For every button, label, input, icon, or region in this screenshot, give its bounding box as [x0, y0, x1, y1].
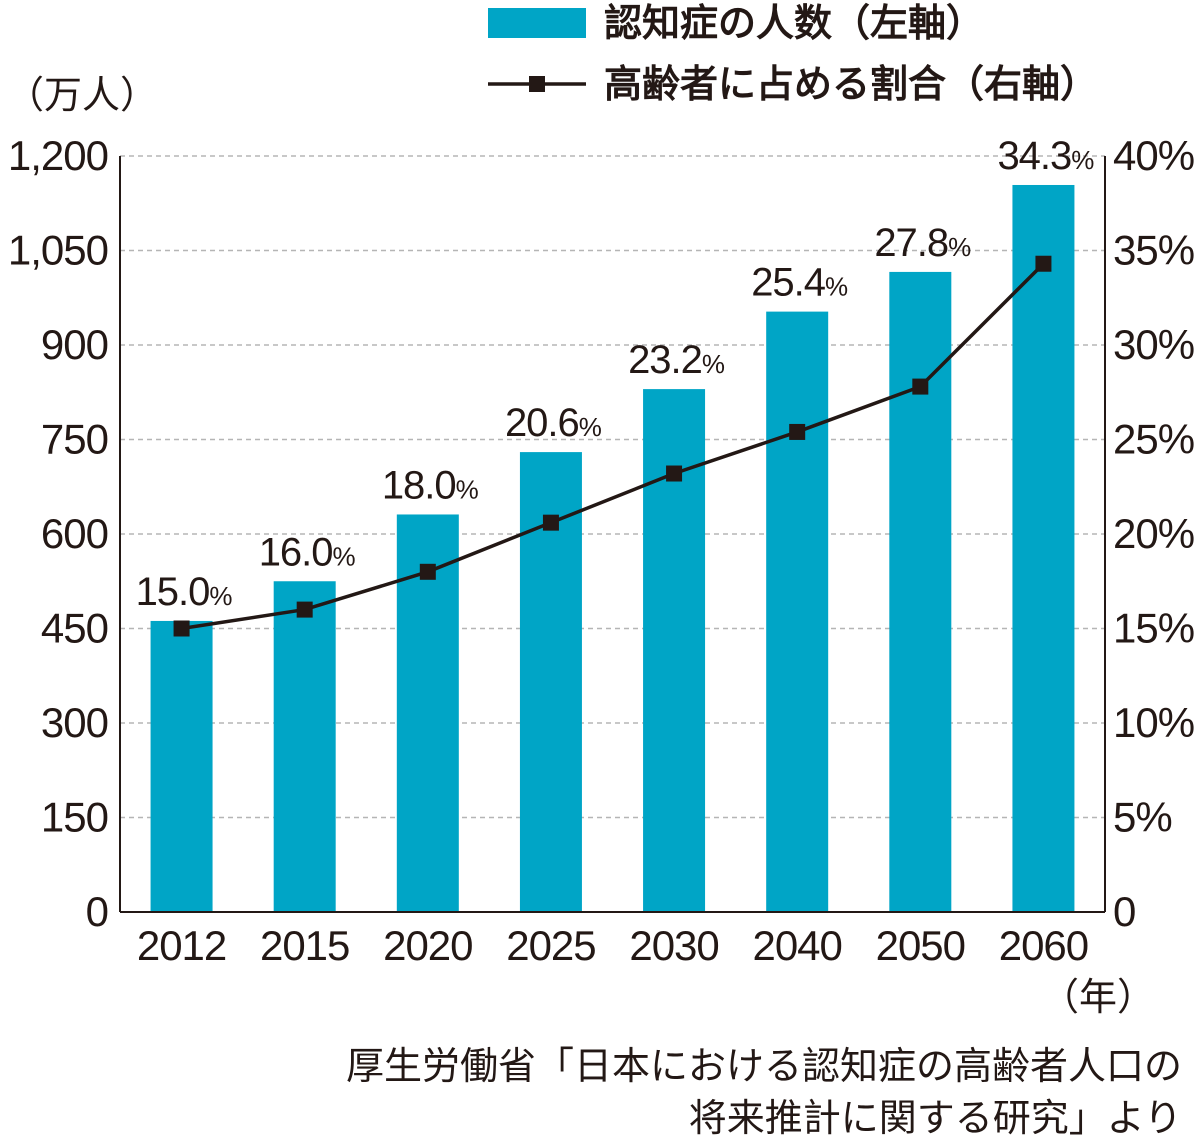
data-label: 25.4% [751, 261, 848, 305]
data-label: 15.0% [136, 570, 233, 614]
right-tick-label: 25% [1113, 416, 1194, 463]
data-label: 18.0% [382, 463, 479, 507]
data-label: 34.3% [997, 134, 1094, 178]
left-tick-label: 450 [41, 605, 108, 652]
right-tick-label: 35% [1113, 227, 1194, 274]
left-axis-unit: （万人） [6, 73, 158, 117]
left-tick-label: 0 [86, 888, 108, 935]
right-tick-label: 40% [1113, 132, 1194, 179]
data-label: 27.8% [874, 221, 971, 265]
legend-line-marker [529, 76, 545, 92]
legend-bar-swatch [488, 8, 586, 38]
ratio-marker [912, 378, 929, 395]
left-tick-label: 600 [41, 510, 108, 557]
ratio-marker [419, 563, 436, 580]
x-tick-label: 2050 [876, 922, 965, 969]
chart: 0 150 300 450 600 750 900 1,050 1,200 0 5% 10% 15% 20… [6, 1, 1195, 1019]
bar [889, 271, 952, 912]
legend-line-label: 高齢者に占める割合（右軸） [604, 62, 1098, 106]
right-tick-label: 0 [1113, 888, 1135, 935]
source-note: 厚生労働省「日本における認知症の高齢者人口の 将来推計に関する研究」より [346, 1040, 1182, 1144]
bar [273, 581, 336, 912]
ratio-marker [173, 620, 190, 637]
ratio-marker [296, 601, 313, 618]
x-tick-label: 2025 [506, 922, 595, 969]
x-tick-label: 2060 [999, 922, 1088, 969]
left-tick-label: 900 [41, 321, 108, 368]
x-tick-label: 2012 [137, 922, 226, 969]
x-tick-label: 2040 [752, 922, 841, 969]
ratio-line [181, 262, 1045, 631]
ratio-marker [542, 514, 559, 531]
right-tick-label: 5% [1113, 794, 1172, 841]
bar [396, 514, 459, 912]
left-tick-label: 1,050 [8, 227, 108, 274]
right-tick-label: 30% [1113, 321, 1194, 368]
left-tick-label: 150 [41, 794, 108, 841]
data-label: 16.0% [259, 530, 356, 574]
left-tick-label: 1,200 [8, 132, 108, 179]
x-tick-label: 2020 [383, 922, 472, 969]
left-tick-label: 750 [41, 416, 108, 463]
bar [766, 311, 829, 912]
bar [150, 620, 213, 912]
right-tick-label: 20% [1113, 510, 1194, 557]
x-tick-label: 2030 [629, 922, 718, 969]
ratio-marker [666, 465, 683, 482]
right-tick-label: 15% [1113, 605, 1194, 652]
x-axis-unit: （年） [1041, 975, 1155, 1019]
ratio-marker [789, 423, 806, 440]
data-label: 23.2% [628, 338, 725, 382]
source-line-1: 厚生労働省「日本における認知症の高齢者人口の [345, 1044, 1182, 1088]
source-line-2: 将来推計に関する研究」より [688, 1096, 1182, 1140]
legend-bar-label: 認知症の人数（左軸） [604, 1, 984, 45]
ratio-marker [1035, 255, 1052, 272]
data-label: 20.6% [505, 401, 602, 445]
right-tick-label: 10% [1113, 699, 1194, 746]
left-tick-label: 300 [41, 699, 108, 746]
bar [1012, 184, 1075, 913]
x-tick-label: 2015 [260, 922, 349, 969]
